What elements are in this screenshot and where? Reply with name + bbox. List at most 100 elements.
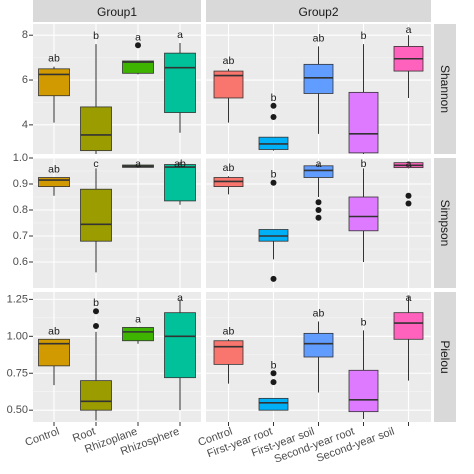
box-iqr [348, 91, 379, 154]
significance-label: b [361, 316, 367, 328]
outlier-point [270, 179, 277, 186]
boxplot-simpson-group1-rhizosphere: ab [164, 158, 196, 205]
box-iqr [393, 312, 424, 340]
boxplot-shannon-group1-control: ab [38, 53, 70, 123]
boxplot-simpson-group1-control: ab [38, 164, 70, 196]
box-iqr [80, 380, 112, 411]
outlier-point [93, 322, 99, 329]
significance-label: ab [223, 55, 235, 67]
boxplot-pielou-group1-root: b [80, 297, 112, 421]
outlier-point [270, 114, 277, 121]
facet-strip-shannon [434, 24, 456, 154]
outlier-point [135, 42, 141, 49]
facet-label-simpson: Simpson [438, 200, 452, 247]
boxplot-shannon-group2-first-year-soil: ab [303, 32, 334, 134]
significance-label: a [135, 313, 141, 325]
boxplot-simpson-group2-control: ab [213, 162, 244, 195]
significance-label: ab [48, 53, 60, 65]
y-tick-label-shannon: 4 [22, 119, 28, 131]
facet-strip-group1 [33, 0, 201, 22]
significance-label: b [93, 30, 99, 42]
y-tick-label-shannon: 8 [22, 29, 28, 41]
significance-label: a [135, 158, 141, 170]
box-iqr [164, 164, 196, 202]
significance-label: a [406, 24, 412, 36]
boxplot-pielou-group2-first-year-root: b [258, 359, 289, 411]
boxplot-simpson-group1-rhizoplane: a [122, 158, 154, 170]
outlier-point [270, 275, 277, 282]
significance-label: ab [223, 325, 235, 337]
significance-label: ab [313, 308, 325, 320]
significance-label: a [177, 292, 183, 304]
significance-label: a [406, 292, 412, 304]
y-tick-label-pielou: 0.50 [7, 404, 28, 416]
boxplot-simpson-group1-root: c [80, 158, 112, 273]
outlier-point [270, 370, 277, 377]
outlier-point [405, 192, 412, 199]
boxplot-shannon-group1-rhizoplane: a [122, 31, 154, 75]
boxplot-shannon-group2-second-year-soil: a [393, 24, 424, 98]
box-iqr [303, 165, 334, 178]
boxplot-pielou-group2-first-year-soil: ab [303, 308, 334, 393]
boxplot-shannon-group2-first-year-root: b [258, 92, 289, 151]
significance-label: b [361, 30, 367, 42]
box-iqr [348, 369, 379, 413]
significance-label: a [177, 29, 183, 41]
facet-strip-simpson [434, 158, 456, 288]
outlier-point [270, 379, 277, 386]
box-iqr [258, 397, 289, 411]
significance-label: a [406, 158, 412, 170]
boxplot-shannon-group1-root: b [80, 30, 112, 154]
significance-label: a [135, 31, 141, 43]
box-iqr [38, 177, 70, 187]
y-tick-label-pielou: 0.75 [7, 367, 28, 379]
significance-label: ab [174, 158, 186, 170]
y-tick-label-simpson: 0.9 [13, 178, 28, 190]
boxplot-shannon-group1-rhizosphere: a [164, 29, 196, 133]
outlier-point [270, 102, 277, 109]
boxplot-simpson-group2-second-year-root: b [348, 158, 379, 262]
facet-strip-group2 [206, 0, 431, 22]
outlier-point [405, 200, 412, 207]
boxplot-pielou-group1-control: ab [38, 325, 70, 386]
boxplot-shannon-group2-control: ab [213, 55, 244, 123]
boxplot-pielou-group2-second-year-root: b [348, 316, 379, 420]
y-tick-label-pielou: 1.25 [7, 293, 28, 305]
outlier-point [315, 199, 322, 206]
significance-label: ab [223, 162, 235, 174]
outlier-point [315, 207, 322, 213]
box-iqr [164, 312, 196, 379]
boxplot-shannon-group2-second-year-root: b [348, 30, 379, 154]
box-iqr [122, 327, 154, 342]
boxplot-pielou-group1-rhizoplane: a [122, 313, 154, 344]
significance-label: ab [48, 164, 60, 176]
box-iqr [80, 188, 112, 242]
y-tick-label-simpson: 0.8 [13, 204, 28, 216]
box-iqr [348, 196, 379, 232]
box-iqr [303, 332, 334, 358]
y-tick-label-pielou: 1.00 [7, 330, 28, 342]
outlier-point [315, 214, 322, 221]
significance-label: c [93, 158, 98, 170]
box-iqr [213, 340, 244, 365]
significance-label: b [93, 297, 99, 309]
facet-label-group1: Group1 [97, 5, 137, 19]
boxplot-simpson-group2-second-year-soil: a [393, 158, 424, 207]
facet-label-group2: Group2 [298, 5, 338, 19]
box-iqr [80, 106, 112, 152]
facet-label-pielou: Pielou [438, 340, 452, 373]
significance-label: b [361, 158, 367, 170]
box-iqr [122, 60, 154, 74]
facet-label-shannon: Shannon [438, 65, 452, 113]
y-tick-label-shannon: 6 [22, 74, 28, 86]
boxplot-simpson-group2-first-year-root: b [258, 169, 289, 282]
boxplot-simpson-group2-first-year-soil: a [303, 158, 334, 221]
y-tick-label-simpson: 1.0 [13, 152, 28, 164]
outlier-point [93, 308, 99, 315]
significance-label: b [271, 169, 277, 181]
significance-label: ab [313, 32, 325, 44]
boxplot-pielou-group1-rhizosphere: a [164, 292, 196, 411]
box-iqr [303, 63, 334, 94]
